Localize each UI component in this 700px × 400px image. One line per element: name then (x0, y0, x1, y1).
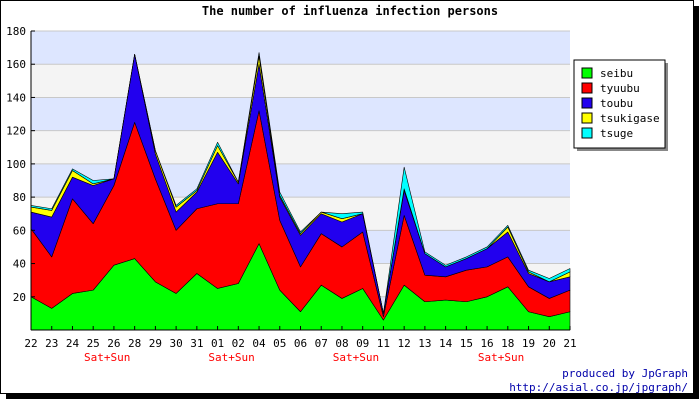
x-note-label: Sat+Sun (333, 351, 379, 364)
y-axis-ticks: 20 40 60 80 100 120 140 160 180 (6, 25, 35, 304)
x-tick-label: 07 (315, 337, 328, 350)
x-tick-label: 01 (211, 337, 224, 350)
legend-label-tsuge: tsuge (600, 127, 633, 140)
x-tick-label: 11 (377, 337, 390, 350)
legend-label-toubu: toubu (600, 97, 633, 110)
grid-band (31, 130, 570, 164)
y-tick-label: 60 (13, 224, 26, 237)
area-tsuge (30, 52, 571, 314)
legend-swatch-tyuubu (581, 82, 593, 94)
legend-swatch-toubu (581, 97, 593, 109)
legend-label-tsukigase: tsukigase (600, 112, 660, 125)
x-tick-label: 13 (418, 337, 431, 350)
x-tick-label: 08 (335, 337, 348, 350)
legend: seibu tyuubu toubu tsukigase tsuge (573, 59, 668, 151)
legend-swatch-tsuge (581, 127, 593, 139)
legend-swatch-tsukigase (581, 112, 593, 124)
credit-url[interactable]: http://asial.co.jp/jpgraph/ (509, 381, 688, 394)
credit-produced-by: produced by JpGraph (562, 367, 688, 380)
x-tick-label: 26 (107, 337, 120, 350)
x-tick-label: 14 (439, 337, 453, 350)
x-tick-label: 04 (252, 337, 266, 350)
frame-shadow-right (693, 6, 699, 399)
grid-band (31, 64, 570, 98)
y-tick-label: 120 (6, 125, 26, 138)
x-tick-label: 05 (273, 337, 286, 350)
x-tick-label: 16 (480, 337, 493, 350)
grid-band (31, 97, 570, 131)
y-tick-label: 160 (6, 58, 26, 71)
x-tick-label: 30 (169, 337, 182, 350)
x-note-label: Sat+Sun (208, 351, 254, 364)
chart-title: The number of influenza infection person… (202, 4, 498, 18)
legend-label-seibu: seibu (600, 67, 633, 80)
x-tick-label: 31 (190, 337, 203, 350)
legend-label-tyuubu: tyuubu (600, 82, 640, 95)
x-tick-label: 29 (149, 337, 162, 350)
x-tick-label: 15 (460, 337, 473, 350)
x-tick-label: 23 (45, 337, 58, 350)
legend-swatch-seibu (581, 67, 593, 79)
y-tick-label: 100 (6, 158, 26, 171)
x-tick-label: 09 (356, 337, 369, 350)
x-tick-label: 20 (543, 337, 556, 350)
x-tick-label: 12 (398, 337, 411, 350)
x-tick-label: 18 (501, 337, 514, 350)
x-note-label: Sat+Sun (84, 351, 130, 364)
x-note-label: Sat+Sun (478, 351, 524, 364)
x-tick-label: 21 (563, 337, 576, 350)
frame-shadow-bottom (6, 393, 699, 399)
y-tick-label: 40 (13, 258, 26, 271)
x-tick-label: 24 (66, 337, 80, 350)
x-axis-notes: Sat+Sun Sat+Sun Sat+Sun Sat+Sun (84, 351, 524, 364)
x-tick-label: 19 (522, 337, 535, 350)
y-tick-label: 180 (6, 25, 26, 38)
grid-band (31, 31, 570, 65)
y-tick-label: 140 (6, 91, 26, 104)
x-tick-label: 25 (87, 337, 100, 350)
x-axis-ticks: 22 23 24 25 26 28 29 30 31 01 02 04 05 06 07 08 09 11 12 13… (24, 326, 577, 350)
x-tick-label: 06 (294, 337, 307, 350)
x-tick-label: 28 (128, 337, 141, 350)
y-tick-label: 80 (13, 191, 26, 204)
x-tick-label: 02 (232, 337, 245, 350)
y-tick-label: 20 (13, 291, 26, 304)
x-tick-label: 22 (24, 337, 37, 350)
